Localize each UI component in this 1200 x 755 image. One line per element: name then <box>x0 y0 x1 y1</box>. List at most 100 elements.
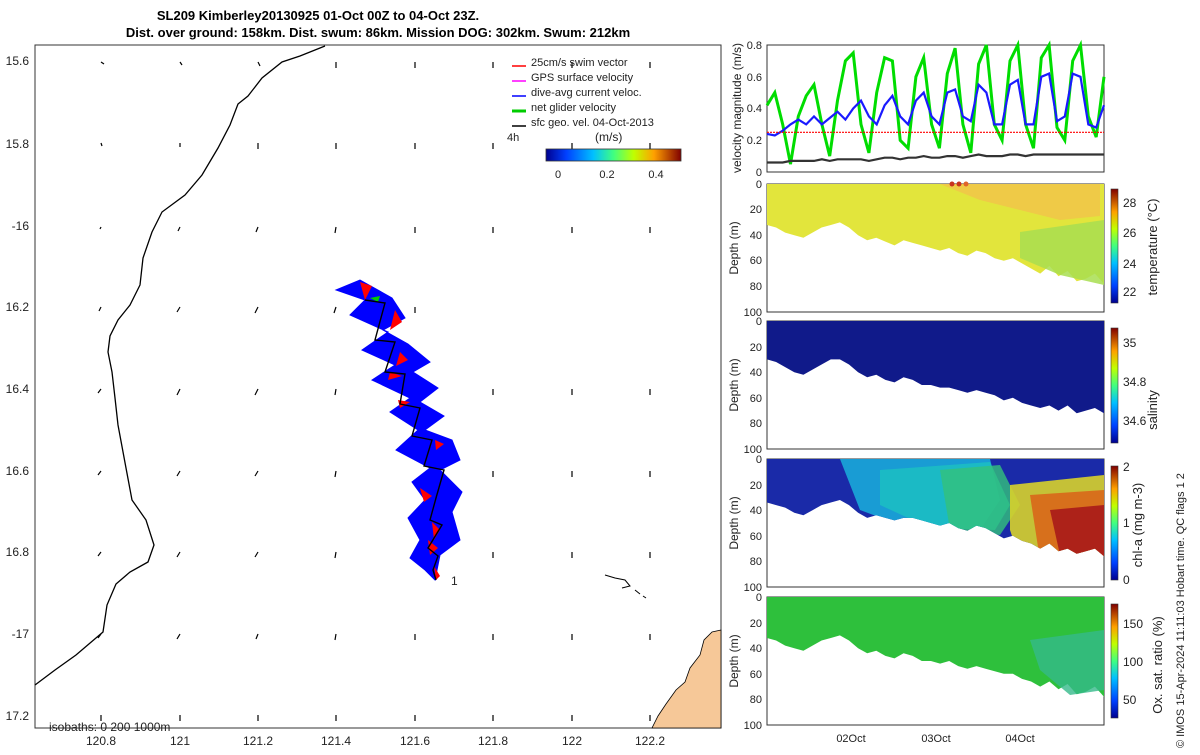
map-frame <box>34 44 722 729</box>
legend-item-dive-avg: dive-avg current veloc. <box>512 87 642 99</box>
svg-text:121.8: 121.8 <box>478 734 508 748</box>
svg-text:sfc geo. vel. 04-Oct-2013: sfc geo. vel. 04-Oct-2013 <box>531 117 654 129</box>
temperature-ylabel: Depth (m) <box>727 221 741 274</box>
legend-item-gps-velocity: GPS surface velocity <box>512 72 634 84</box>
svg-text:40: 40 <box>750 643 762 655</box>
map-y-ticks: 15.6 15.8 -16 16.2 16.4 16.6 16.8 -17 17… <box>6 54 30 723</box>
oxygen-ylabel: Depth (m) <box>727 634 741 687</box>
svg-text:2: 2 <box>1123 460 1130 474</box>
svg-text:121.6: 121.6 <box>400 734 430 748</box>
map-x-ticks: 120.8 121 121.2 121.4 121.6 121.8 122 12… <box>86 734 665 748</box>
salinity-panel: 34.6 34.8 35 salinity Depth (m) 0 20 40 … <box>727 316 1160 456</box>
arrow-row-3 <box>99 226 651 234</box>
svg-text:0: 0 <box>756 167 762 179</box>
svg-text:80: 80 <box>750 281 762 293</box>
svg-text:40: 40 <box>750 367 762 379</box>
map-panel: 1 <box>6 44 722 748</box>
svg-text:60: 60 <box>750 255 762 267</box>
svg-text:26: 26 <box>1123 226 1137 240</box>
svg-text:0: 0 <box>756 179 762 191</box>
svg-text:80: 80 <box>750 694 762 706</box>
svg-text:17.2: 17.2 <box>6 709 30 723</box>
arrow-row-1 <box>100 61 651 68</box>
svg-text:16.8: 16.8 <box>6 545 30 559</box>
salinity-colorbar <box>1110 327 1119 444</box>
svg-text:60: 60 <box>750 669 762 681</box>
svg-text:35: 35 <box>1123 336 1137 350</box>
svg-text:0: 0 <box>555 169 561 181</box>
svg-text:dive-avg current veloc.: dive-avg current veloc. <box>531 87 642 99</box>
svg-text:22: 22 <box>1123 285 1137 299</box>
svg-text:0: 0 <box>756 454 762 466</box>
svg-text:120.8: 120.8 <box>86 734 116 748</box>
temperature-hot-point <box>963 181 969 187</box>
svg-text:121.4: 121.4 <box>321 734 351 748</box>
chla-colorbar <box>1110 465 1119 581</box>
coastline <box>34 45 326 686</box>
svg-text:100: 100 <box>744 582 762 594</box>
svg-text:net glider velocity: net glider velocity <box>531 102 616 114</box>
title-line-1: SL209 Kimberley20130925 01-Oct 00Z to 04… <box>157 8 479 23</box>
oxygen-clabel: Ox. sat. ratio (%) <box>1150 616 1165 714</box>
svg-text:04Oct: 04Oct <box>1005 733 1034 745</box>
temperature-panel: 22 24 26 28 temperature (°C) Depth (m) 0… <box>727 179 1160 319</box>
chla-clabel: chl-a (mg m-3) <box>1130 483 1145 568</box>
svg-text:100: 100 <box>1123 655 1143 669</box>
svg-text:15.8: 15.8 <box>6 137 30 151</box>
svg-text:-17: -17 <box>12 627 30 641</box>
svg-text:40: 40 <box>750 230 762 242</box>
svg-text:20: 20 <box>750 342 762 354</box>
chla-panel: 0 1 2 chl-a (mg m-3) Depth (m) 0 20 40 6… <box>727 454 1145 594</box>
svg-text:122.2: 122.2 <box>635 734 665 748</box>
svg-text:GPS surface velocity: GPS surface velocity <box>531 72 634 84</box>
svg-text:16.6: 16.6 <box>6 464 30 478</box>
svg-text:20: 20 <box>750 480 762 492</box>
speed-colorbar: 4h (m/s) 0 0.2 0.4 <box>507 130 682 181</box>
svg-text:0.8: 0.8 <box>747 40 762 52</box>
colorbar-side-label: 4h <box>507 132 519 144</box>
temperature-warm-patch <box>940 184 1100 220</box>
svg-text:1: 1 <box>1123 516 1130 530</box>
svg-text:0.2: 0.2 <box>747 135 762 147</box>
legend-item-swim-vector: 25cm/s swim vector <box>512 57 628 69</box>
svg-text:34.6: 34.6 <box>1123 414 1147 428</box>
svg-text:121: 121 <box>170 734 190 748</box>
legend-item-sfc-geo: sfc geo. vel. 04-Oct-2013 <box>512 117 654 129</box>
land-patch <box>651 629 722 729</box>
svg-text:80: 80 <box>750 556 762 568</box>
arrow-row-8 <box>97 633 651 641</box>
svg-text:100: 100 <box>744 444 762 456</box>
svg-text:80: 80 <box>750 418 762 430</box>
svg-text:0.6: 0.6 <box>747 72 762 84</box>
svg-text:0.2: 0.2 <box>599 169 614 181</box>
island-outline <box>604 574 647 599</box>
glider-swath <box>334 279 463 582</box>
svg-text:03Oct: 03Oct <box>921 733 950 745</box>
svg-text:60: 60 <box>750 393 762 405</box>
velocity-series-line <box>765 39 1106 165</box>
svg-text:40: 40 <box>750 505 762 517</box>
temperature-clabel: temperature (°C) <box>1145 199 1160 296</box>
temperature-hot-point <box>949 181 955 187</box>
svg-text:60: 60 <box>750 531 762 543</box>
oxygen-panel: 50 100 150 Ox. sat. ratio (%) Depth (m) … <box>727 592 1165 745</box>
svg-text:02Oct: 02Oct <box>836 733 865 745</box>
arrow-row-7 <box>97 551 651 559</box>
sfc-velocity-arrows <box>97 61 651 721</box>
temperature-cool-patch <box>1020 220 1104 285</box>
svg-text:0: 0 <box>756 592 762 604</box>
swath-green-patch <box>370 296 380 302</box>
svg-text:-16: -16 <box>12 219 30 233</box>
salinity-field <box>767 321 1104 414</box>
velocity-ylabel: velocity magnitude (m/s) <box>730 43 744 173</box>
svg-text:50: 50 <box>1123 693 1137 707</box>
colorbar-unit-label: (m/s) <box>595 130 622 144</box>
svg-text:16.2: 16.2 <box>6 300 30 314</box>
svg-text:24: 24 <box>1123 257 1137 271</box>
velocity-panel: velocity magnitude (m/s) 0 0.2 0.4 0.6 0… <box>730 39 1106 179</box>
arrow-row-5 <box>97 388 651 396</box>
svg-text:15.6: 15.6 <box>6 54 30 68</box>
temperature-hot-point <box>956 181 962 187</box>
salinity-ylabel: Depth (m) <box>727 358 741 411</box>
